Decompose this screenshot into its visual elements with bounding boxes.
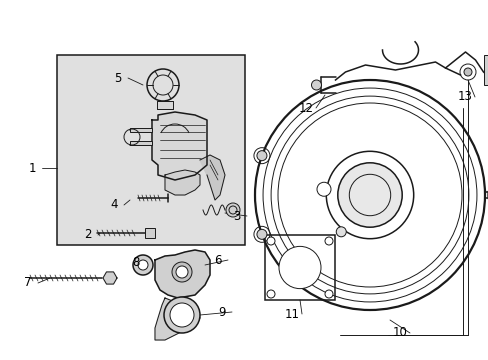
Bar [57,55,244,245]
Text: 13: 13 [457,90,471,104]
Bar [483,55,488,85]
Text: 2: 2 [84,229,92,242]
Text: 10: 10 [392,327,407,339]
Ellipse shape [279,246,320,289]
Text: 8: 8 [132,256,140,269]
Circle shape [325,290,332,298]
Circle shape [254,80,484,310]
Circle shape [172,262,192,282]
Polygon shape [200,155,224,200]
Text: 1: 1 [28,162,36,175]
Polygon shape [155,250,209,298]
Text: 11: 11 [284,307,299,320]
Circle shape [225,203,240,217]
Bar [130,141,152,145]
Text: 7: 7 [24,276,32,289]
Polygon shape [164,170,200,195]
Circle shape [256,151,266,161]
Circle shape [311,80,321,90]
Circle shape [266,290,274,298]
Text: 3: 3 [233,210,240,222]
Text: 9: 9 [218,306,225,319]
Circle shape [176,266,187,278]
Circle shape [337,163,401,227]
Polygon shape [152,112,206,180]
Circle shape [336,227,346,237]
Circle shape [463,68,471,76]
Bar [130,128,152,132]
Circle shape [316,182,330,196]
Circle shape [138,260,148,270]
Bar [264,235,334,300]
Text: 4: 4 [110,198,118,211]
Text: 6: 6 [214,253,221,266]
Polygon shape [103,272,117,284]
Circle shape [266,237,274,245]
Circle shape [325,237,332,245]
Text: 5: 5 [114,72,122,85]
Circle shape [163,297,200,333]
Circle shape [170,303,194,327]
Circle shape [133,255,153,275]
Bar [157,101,173,109]
Polygon shape [155,298,200,340]
Text: 12: 12 [298,102,313,114]
Bar [145,228,155,238]
Circle shape [256,229,266,239]
